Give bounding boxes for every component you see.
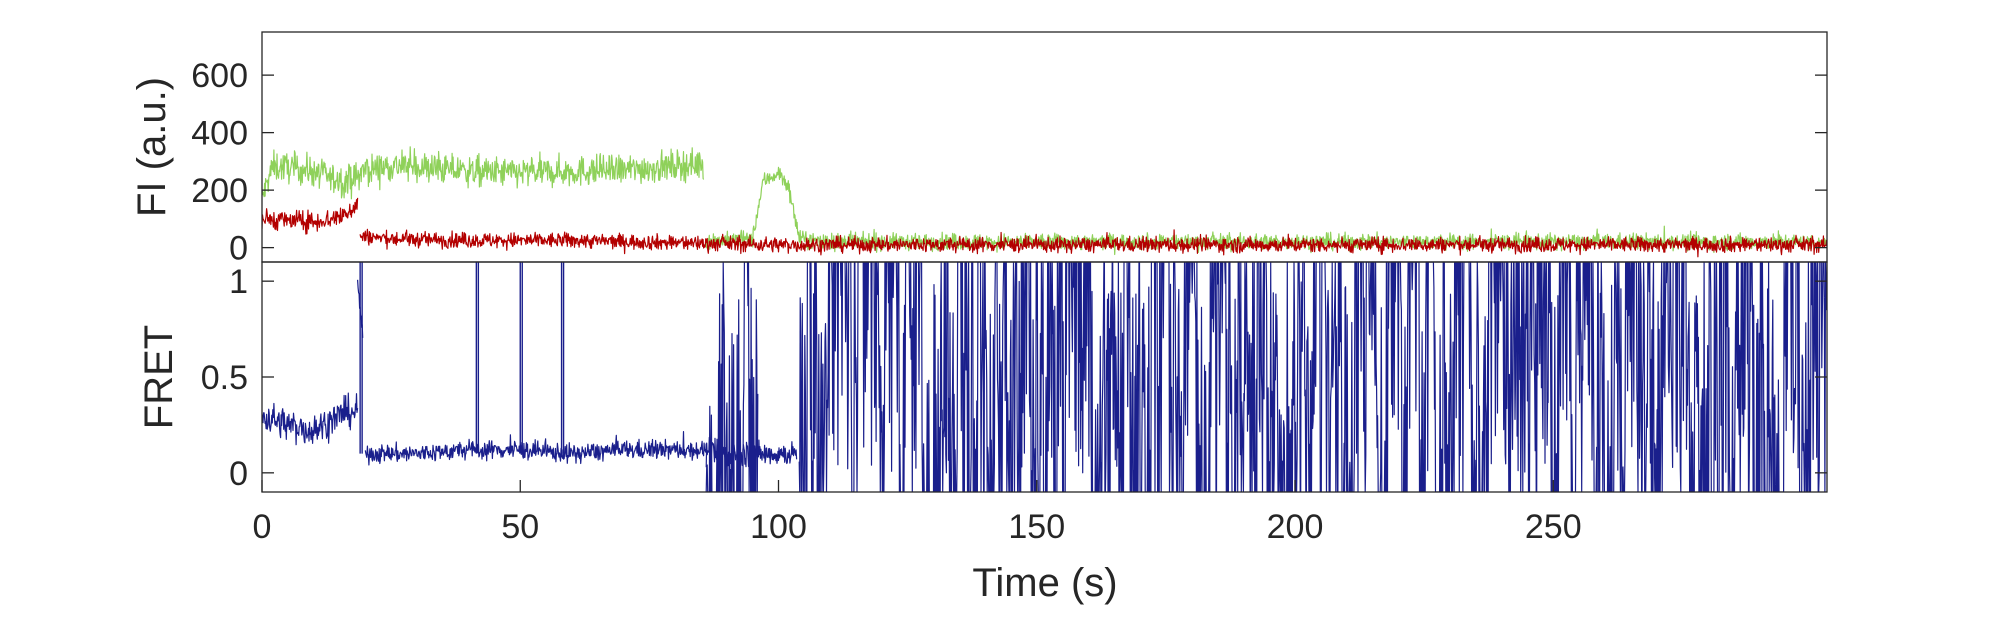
acceptor-trace-segment-0 <box>262 197 359 235</box>
fret-spike-1 <box>475 262 480 454</box>
y-tick-label: 400 <box>191 115 248 153</box>
fret-spike-3 <box>560 262 565 454</box>
fret-trace-segment-4 <box>705 262 759 492</box>
x-tick-label: 150 <box>1008 508 1065 546</box>
y-tick-label: 600 <box>191 57 248 95</box>
x-tick-label: 200 <box>1267 508 1324 546</box>
fluorescence-intensity-panel: 0 200 400 600 FI (a.u.) <box>130 31 1828 268</box>
top-plot-frame <box>261 31 1828 263</box>
acceptor-trace-segment-1 <box>359 228 1827 258</box>
y-tick-label: 200 <box>191 172 248 210</box>
bottom-y-axis-label: FRET <box>137 325 181 429</box>
fret-spike-0 <box>359 262 363 454</box>
x-tick-label: 0 <box>253 508 272 546</box>
bottom-axis-ticks: 0 0.5 1 0 50 100 150 200 250 <box>201 263 1827 546</box>
top-y-ticks: 0 200 400 600 <box>191 57 1827 268</box>
top-y-axis-label: FI (a.u.) <box>130 77 174 217</box>
fret-trace-segment-2 <box>364 431 707 466</box>
fluorescence-traces <box>262 146 1827 258</box>
fret-trace-segment-5 <box>798 262 1827 492</box>
fret-traces <box>262 262 1827 492</box>
x-tick-label: 50 <box>501 508 539 546</box>
donor-trace-segment-0 <box>262 146 705 200</box>
y-tick-label: 0.5 <box>201 359 248 397</box>
x-axis-label: Time (s) <box>972 561 1117 605</box>
y-tick-label: 0 <box>229 455 248 493</box>
fret-trace-segment-0 <box>262 392 359 446</box>
x-tick-label: 100 <box>750 508 807 546</box>
y-tick-label: 1 <box>229 263 248 301</box>
fret-efficiency-panel: 0 0.5 1 0 50 100 150 200 250 FRET Time (s) <box>137 261 1828 605</box>
x-tick-label: 250 <box>1525 508 1582 546</box>
fret-spike-2 <box>519 262 523 454</box>
y-tick-label: 0 <box>229 230 248 268</box>
